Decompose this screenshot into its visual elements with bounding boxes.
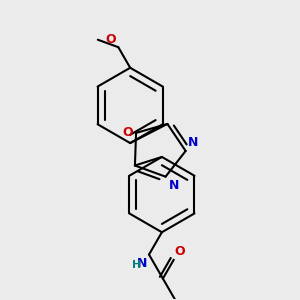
Text: N: N xyxy=(137,256,147,269)
Text: N: N xyxy=(169,178,179,192)
Text: O: O xyxy=(122,126,133,140)
Text: N: N xyxy=(188,136,198,149)
Text: H: H xyxy=(132,260,141,271)
Text: O: O xyxy=(106,33,116,46)
Text: O: O xyxy=(175,245,185,258)
